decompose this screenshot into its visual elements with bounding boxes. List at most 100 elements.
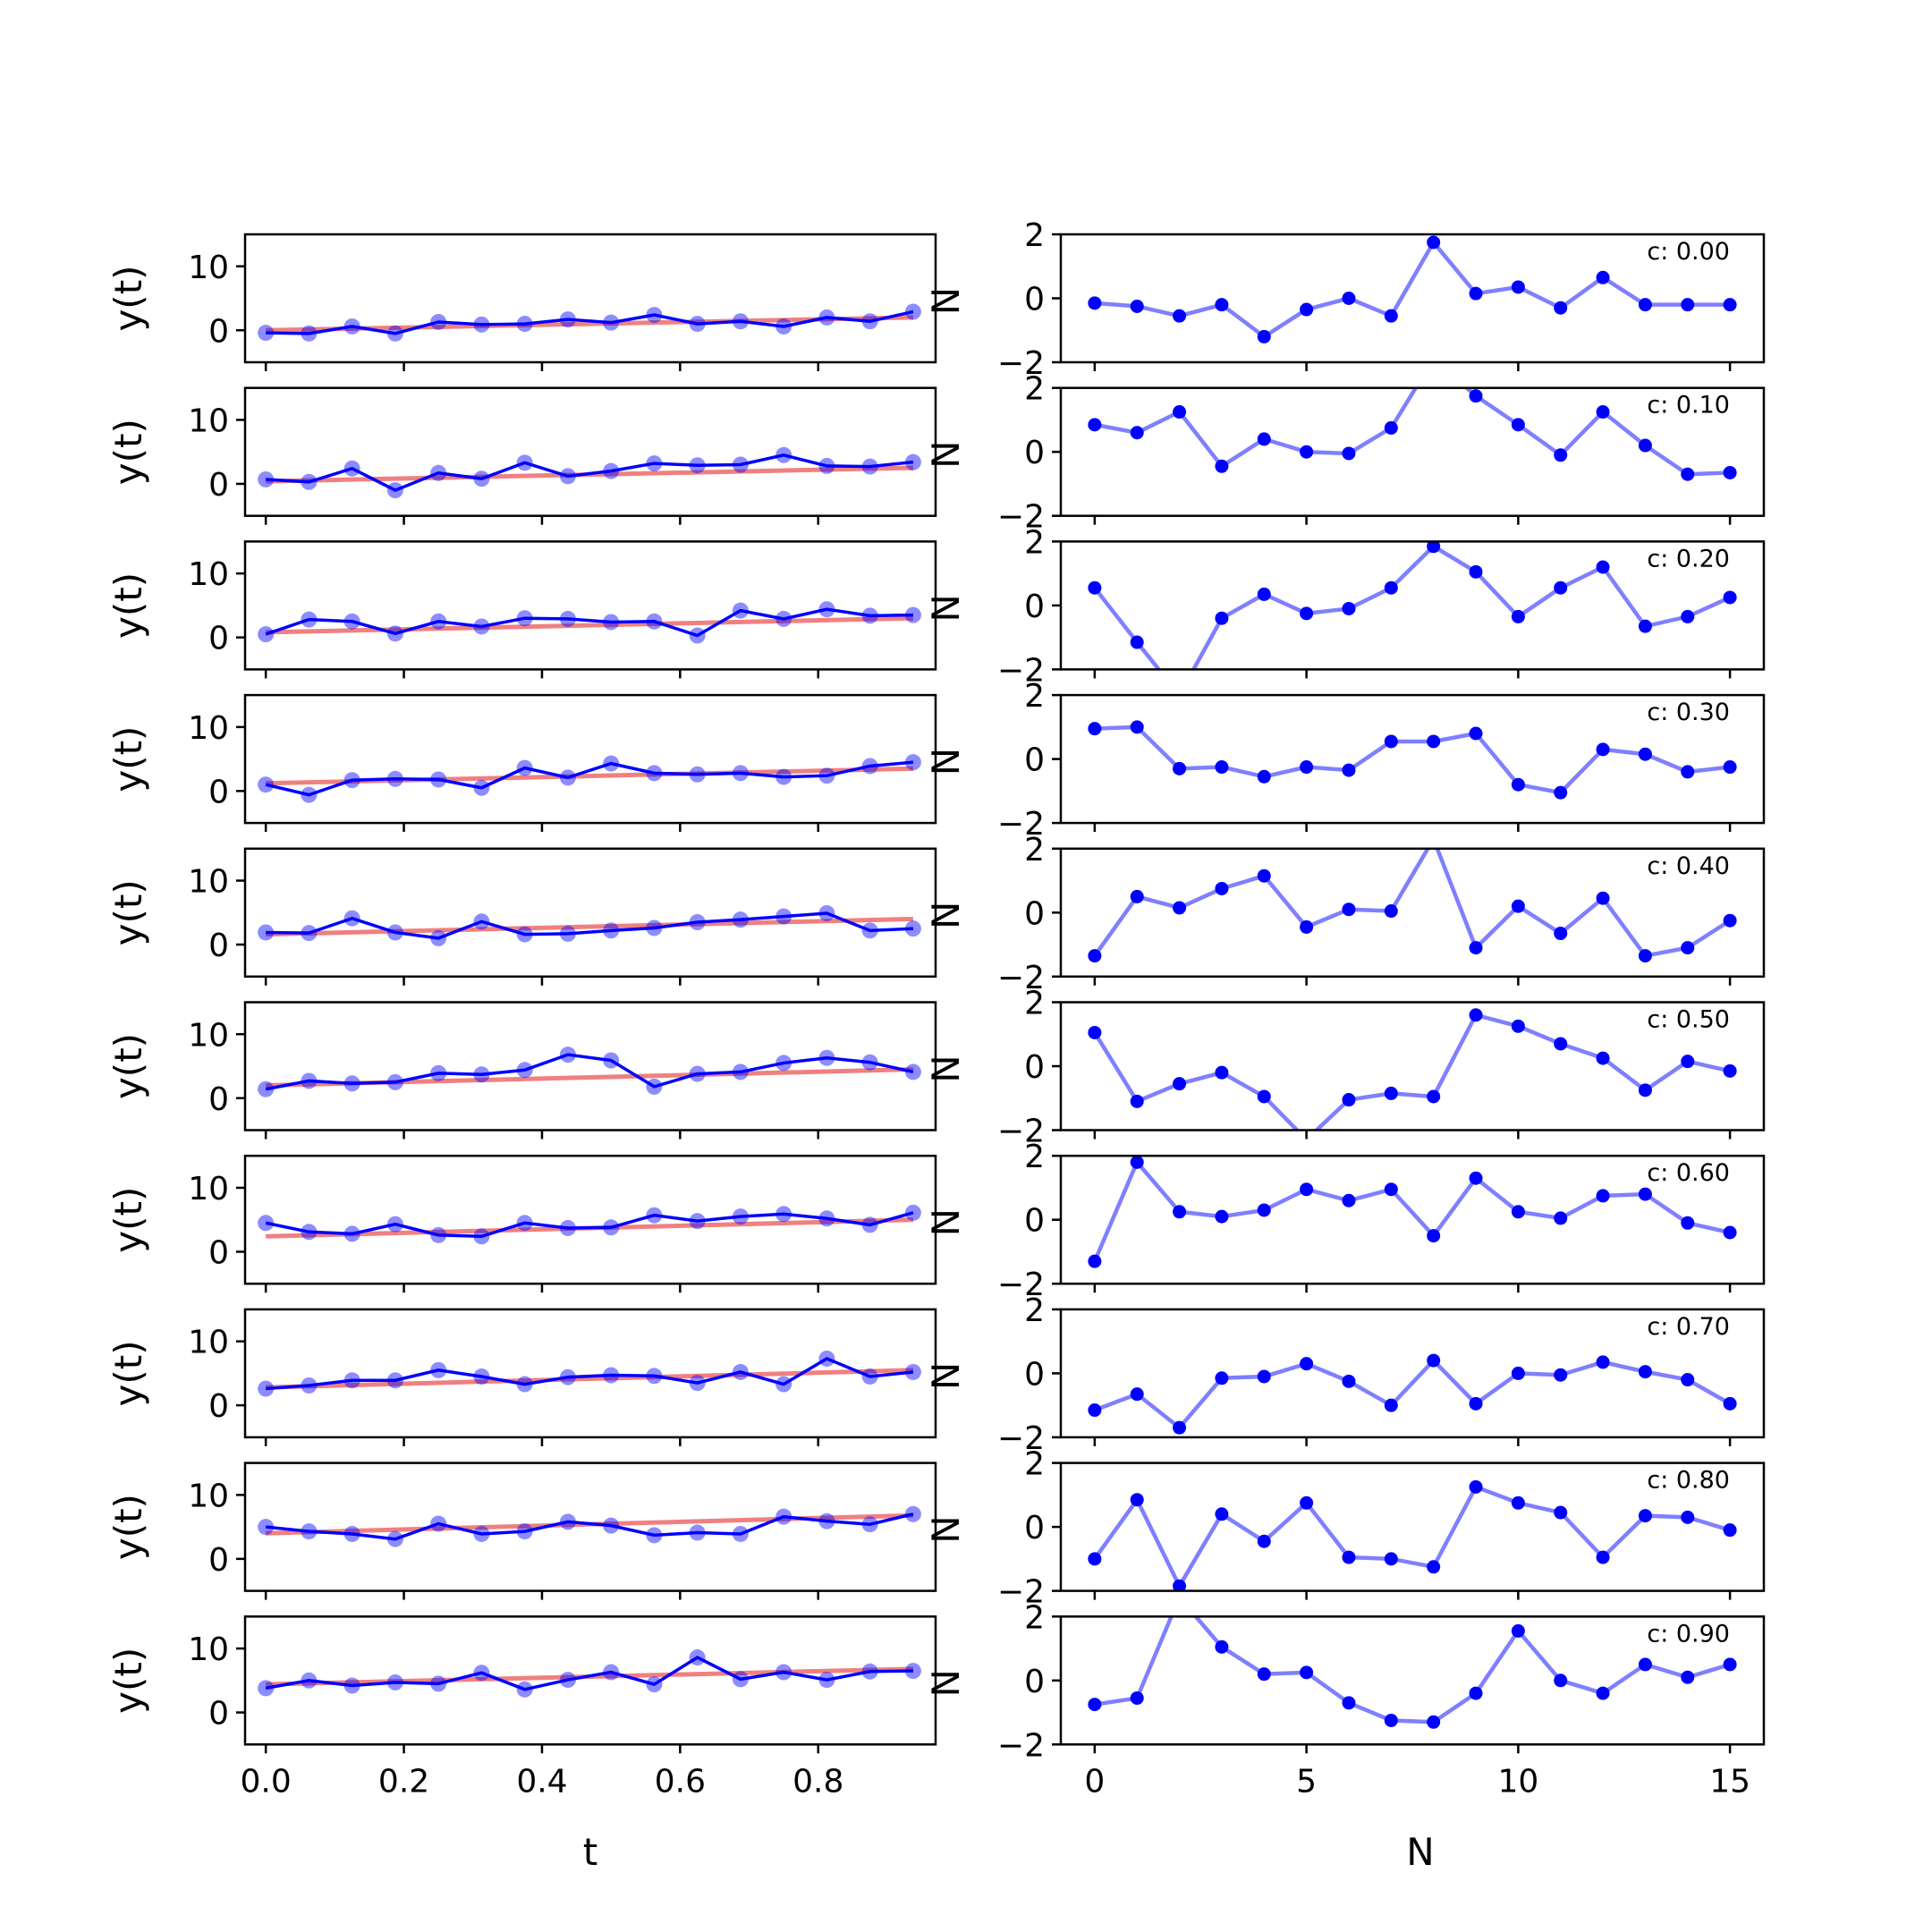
data-point <box>861 313 878 330</box>
residual-point <box>1427 1560 1441 1574</box>
right-y-tick-label: 2 <box>1024 986 1045 1022</box>
c-value-label: c: 0.60 <box>1647 1159 1730 1187</box>
right-y-axis-label-fragment: N <box>924 1055 968 1082</box>
data-point <box>818 767 835 784</box>
left-y-tick-label: 10 <box>188 1631 229 1668</box>
left-panel: 0 10 y(t) N <box>106 386 968 525</box>
data-point <box>473 779 490 796</box>
panel-row-8: 0 10 y(t) N −2 0 2 c: 0.80 <box>106 1446 1766 1611</box>
c-value-label: c: 0.80 <box>1647 1467 1730 1495</box>
residual-point <box>1596 405 1610 419</box>
right-y-axis-label-fragment: N <box>924 1669 968 1697</box>
residual-point <box>1130 635 1144 649</box>
data-point <box>646 1527 663 1544</box>
residual-line <box>1093 543 1732 670</box>
data-point <box>559 1046 576 1063</box>
residual-point <box>1469 1396 1483 1411</box>
left-panel: 0 10 y(t) N <box>106 693 968 833</box>
data-point <box>258 1215 275 1232</box>
data-point <box>818 1210 835 1227</box>
residual-point <box>1554 301 1568 315</box>
residual-point <box>1469 941 1483 955</box>
residual-plot-area <box>1088 720 1737 800</box>
data-point <box>646 307 663 324</box>
data-point <box>301 325 318 342</box>
residual-plot-area <box>1088 1008 1737 1131</box>
data-point <box>559 1219 576 1236</box>
data-point <box>775 446 792 463</box>
data-point <box>258 1380 275 1397</box>
right-panel: −2 0 2 c: 0.30 <box>997 678 1766 843</box>
data-point <box>689 1649 706 1666</box>
residual-point <box>1638 1187 1652 1201</box>
data-point <box>430 613 447 630</box>
residual-point <box>1681 1670 1695 1684</box>
data-point <box>861 758 878 775</box>
data-point <box>516 1681 533 1698</box>
data-point <box>343 1677 360 1694</box>
left-plot-frame <box>243 1615 937 1746</box>
data-point <box>516 1376 533 1393</box>
residual-point <box>1638 298 1652 312</box>
panel-row-0: 0 10 y(t) N −2 0 2 c: 0.00 <box>106 217 1766 382</box>
left-y-tick-label: 10 <box>188 1171 229 1208</box>
residual-point <box>1723 1225 1737 1240</box>
data-point <box>646 919 663 936</box>
residual-point <box>1088 949 1102 963</box>
residual-plot-area <box>1088 1616 1737 1729</box>
panel-row-4: 0 10 y(t) N −2 0 2 c: 0.40 <box>106 832 1766 996</box>
residual-point <box>1596 1355 1610 1369</box>
data-point <box>646 1676 663 1693</box>
data-point <box>646 613 663 630</box>
left-plot-frame <box>243 386 937 517</box>
panel-row-1: 0 10 y(t) N −2 0 2 c: 0.10 <box>106 371 1766 536</box>
right-plot-frame <box>1059 386 1766 517</box>
right-y-tick-label: 2 <box>1024 524 1045 561</box>
residual-point <box>1342 1374 1356 1388</box>
residual-point <box>1638 949 1652 963</box>
residual-point <box>1215 298 1229 312</box>
residual-point <box>1384 734 1398 749</box>
data-point <box>301 925 318 942</box>
left-y-tick-label: 0 <box>208 467 229 504</box>
data-point <box>258 626 275 643</box>
data-point <box>386 1530 403 1547</box>
left-panel: 0 10 y(t) N <box>106 540 968 679</box>
right-x-tick-label: 15 <box>1709 1763 1750 1800</box>
panel-row-2: 0 10 y(t) N −2 0 2 c: 0.20 <box>106 524 1766 689</box>
residual-line <box>1093 1484 1731 1590</box>
residual-point <box>1088 418 1102 432</box>
left-y-axis-label: y(t) <box>106 1187 150 1253</box>
right-plot-frame <box>1059 540 1766 671</box>
data-point <box>603 1052 620 1069</box>
series-line <box>265 1656 913 1691</box>
data-point <box>689 457 706 474</box>
right-y-tick-label: 0 <box>1024 895 1045 932</box>
data-point <box>516 759 533 776</box>
residual-point <box>1511 1366 1525 1380</box>
residual-point <box>1723 1396 1737 1411</box>
data-point <box>689 914 706 931</box>
residual-point <box>1130 1493 1144 1507</box>
right-plot-frame <box>1059 847 1766 979</box>
right-y-axis-label-fragment: N <box>924 1362 968 1390</box>
data-point <box>646 1078 663 1095</box>
residual-point <box>1384 1713 1398 1727</box>
data-point <box>386 770 403 787</box>
residual-point <box>1088 296 1102 310</box>
residual-point <box>1300 445 1314 459</box>
right-y-axis-label-fragment: N <box>924 440 968 468</box>
data-point <box>473 913 490 930</box>
left-y-axis-label: y(t) <box>106 1648 150 1714</box>
data-point <box>430 771 447 788</box>
residual-point <box>1596 270 1610 284</box>
residual-plot-area <box>1088 1479 1737 1591</box>
residual-point <box>1681 1510 1695 1524</box>
data-point <box>861 1054 878 1071</box>
c-value-label: c: 0.50 <box>1647 1006 1730 1034</box>
panel-row-3: 0 10 y(t) N −2 0 2 c: 0.30 <box>106 678 1766 843</box>
data-point <box>732 313 749 330</box>
left-plot-frame <box>243 1154 937 1285</box>
residual-line <box>1094 1357 1732 1431</box>
right-y-tick-label: 0 <box>1024 1664 1045 1700</box>
